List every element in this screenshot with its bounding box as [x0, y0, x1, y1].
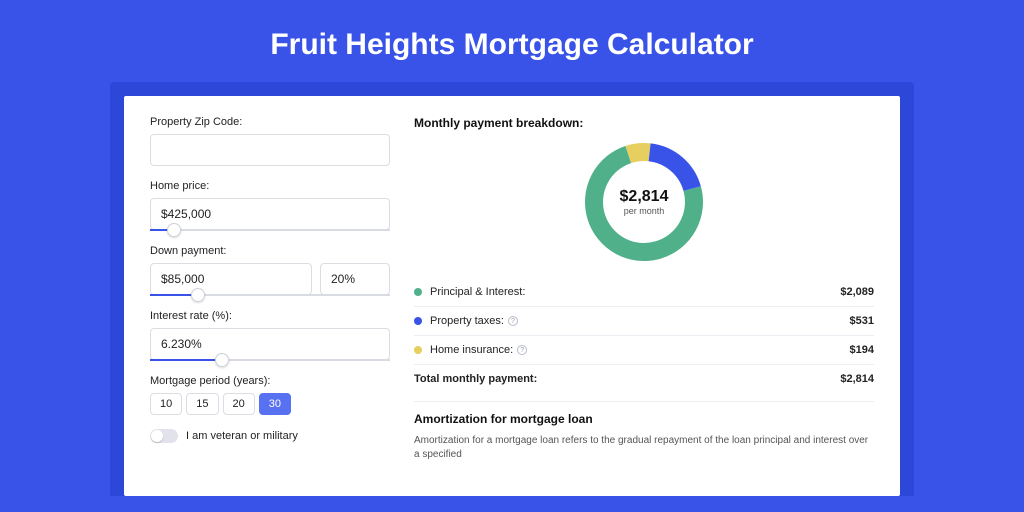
- donut-sub: per month: [620, 206, 669, 216]
- breakdown-column: Monthly payment breakdown: $2,814 per mo…: [414, 116, 874, 496]
- down-payment-field: Down payment:: [150, 245, 390, 296]
- home-price-field: Home price:: [150, 180, 390, 231]
- help-icon[interactable]: ?: [508, 316, 518, 326]
- total-label: Total monthly payment:: [414, 373, 840, 385]
- donut-chart: $2,814 per month: [584, 142, 704, 262]
- legend-dot-icon: [414, 317, 422, 325]
- down-payment-label: Down payment:: [150, 245, 390, 257]
- calculator-outer: Property Zip Code: Home price: Down paym…: [110, 82, 914, 496]
- period-group: 10152030: [150, 393, 390, 415]
- veteran-toggle-knob: [151, 430, 163, 442]
- veteran-row: I am veteran or military: [150, 429, 390, 443]
- period-btn-20[interactable]: 20: [223, 393, 255, 415]
- legend-row-0: Principal & Interest:$2,089: [414, 278, 874, 307]
- legend-label: Home insurance:?: [430, 344, 850, 356]
- amortization-title: Amortization for mortgage loan: [414, 412, 874, 426]
- legend-dot-icon: [414, 346, 422, 354]
- interest-label: Interest rate (%):: [150, 310, 390, 322]
- period-btn-10[interactable]: 10: [150, 393, 182, 415]
- legend-label: Principal & Interest:: [430, 286, 840, 298]
- zip-input[interactable]: [150, 134, 390, 166]
- zip-field: Property Zip Code:: [150, 116, 390, 166]
- veteran-label: I am veteran or military: [186, 430, 298, 442]
- breakdown-title: Monthly payment breakdown:: [414, 116, 874, 130]
- interest-slider-thumb[interactable]: [215, 353, 229, 367]
- page-title: Fruit Heights Mortgage Calculator: [0, 0, 1024, 82]
- down-payment-input[interactable]: [150, 263, 312, 295]
- interest-field: Interest rate (%):: [150, 310, 390, 361]
- donut-center: $2,814 per month: [620, 188, 669, 216]
- donut-wrap: $2,814 per month: [414, 142, 874, 262]
- interest-input[interactable]: [150, 328, 390, 360]
- interest-slider[interactable]: [150, 359, 390, 361]
- down-payment-slider-thumb[interactable]: [191, 288, 205, 302]
- legend: Principal & Interest:$2,089Property taxe…: [414, 278, 874, 365]
- amortization-section: Amortization for mortgage loan Amortizat…: [414, 401, 874, 462]
- legend-value: $194: [850, 344, 874, 356]
- donut-amount: $2,814: [620, 188, 669, 206]
- down-payment-pct-input[interactable]: [320, 263, 390, 295]
- down-payment-slider[interactable]: [150, 294, 390, 296]
- period-btn-15[interactable]: 15: [186, 393, 218, 415]
- legend-dot-icon: [414, 288, 422, 296]
- home-price-input[interactable]: [150, 198, 390, 230]
- calculator-card: Property Zip Code: Home price: Down paym…: [124, 96, 900, 496]
- home-price-label: Home price:: [150, 180, 390, 192]
- total-value: $2,814: [840, 373, 874, 385]
- legend-value: $531: [850, 315, 874, 327]
- form-column: Property Zip Code: Home price: Down paym…: [150, 116, 390, 496]
- home-price-slider[interactable]: [150, 229, 390, 231]
- veteran-toggle[interactable]: [150, 429, 178, 443]
- help-icon[interactable]: ?: [517, 345, 527, 355]
- zip-label: Property Zip Code:: [150, 116, 390, 128]
- legend-row-2: Home insurance:?$194: [414, 336, 874, 365]
- legend-label: Property taxes:?: [430, 315, 850, 327]
- legend-row-1: Property taxes:?$531: [414, 307, 874, 336]
- legend-value: $2,089: [840, 286, 874, 298]
- period-label: Mortgage period (years):: [150, 375, 390, 387]
- home-price-slider-thumb[interactable]: [167, 223, 181, 237]
- period-field: Mortgage period (years): 10152030: [150, 375, 390, 415]
- period-btn-30[interactable]: 30: [259, 393, 291, 415]
- amortization-text: Amortization for a mortgage loan refers …: [414, 434, 874, 462]
- total-row: Total monthly payment: $2,814: [414, 365, 874, 393]
